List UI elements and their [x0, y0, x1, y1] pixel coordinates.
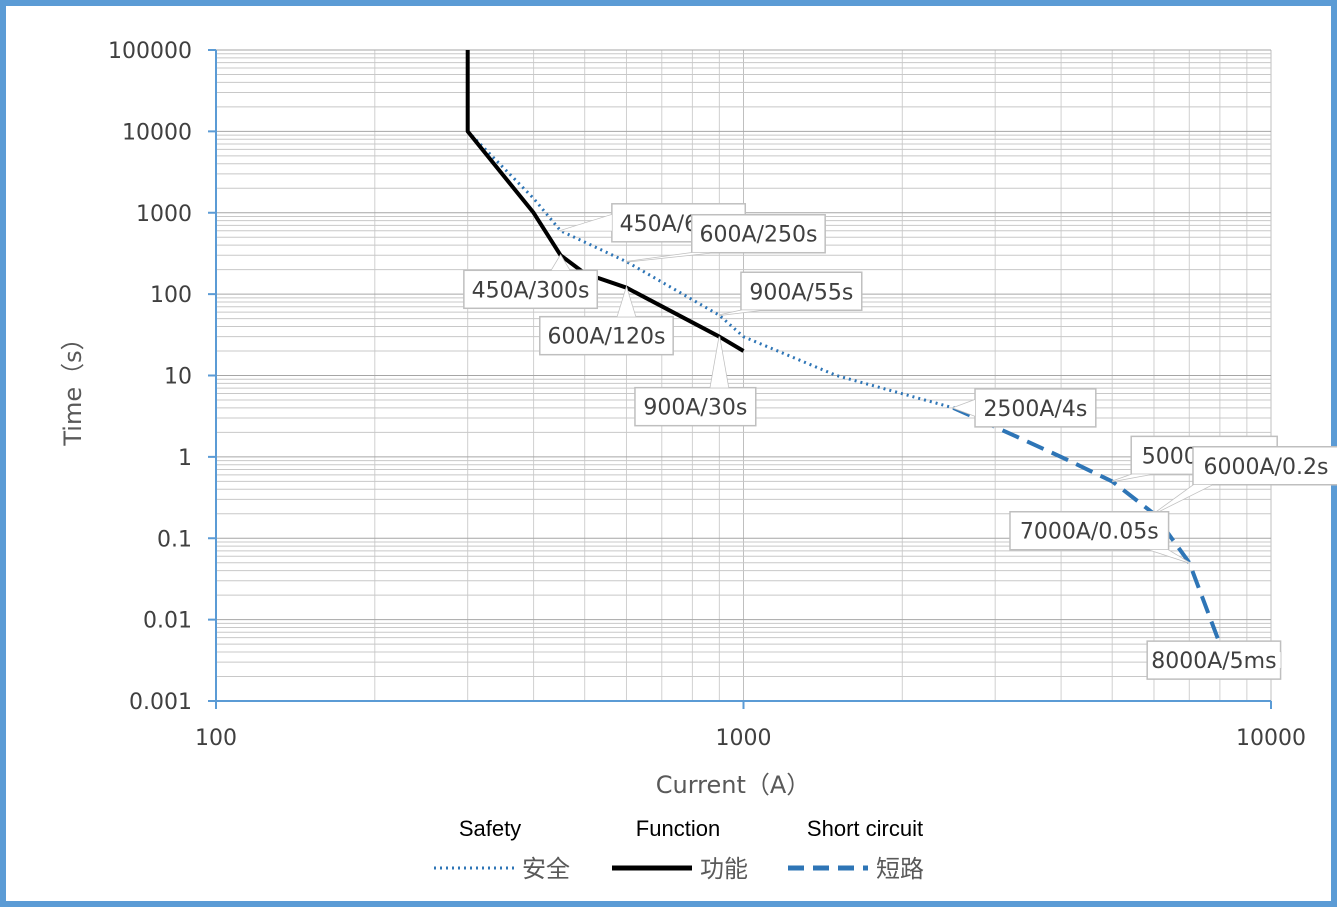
callout-pointer-joint: [953, 399, 976, 416]
callout-pointer-joint: [551, 255, 570, 271]
x-tick-label: 10000: [1236, 726, 1306, 751]
callout-box: [740, 271, 863, 312]
series-line: [465, 50, 745, 353]
y-axis-label: Time（s）: [59, 326, 87, 446]
callout-label: 900A/55s: [749, 280, 853, 305]
x-axis-label: Current（A）: [656, 771, 811, 799]
callouts: 450A/600s600A/250s900A/55s450A/300s600A/…: [463, 203, 1337, 680]
x-tick-label: 100: [195, 726, 237, 751]
callout: 8000A/5ms: [1146, 640, 1282, 680]
callout-label: 2500A/4s: [983, 397, 1087, 422]
callout-label: 450A/300s: [472, 278, 590, 303]
callout: 600A/250s: [626, 213, 826, 263]
callout-pointer-joint: [617, 287, 636, 317]
callout: 600A/120s: [539, 285, 674, 356]
callout-pointer-joint: [1219, 644, 1281, 669]
callout-box: [1192, 446, 1337, 486]
callout-pointer-joint: [1149, 549, 1190, 563]
y-tick-label: 10000: [122, 120, 192, 145]
callout-label: 900A/30s: [643, 396, 747, 421]
y-tick-label: 10: [164, 365, 192, 390]
callout-box: [463, 269, 599, 310]
callout-box: [1146, 640, 1282, 680]
y-tick-label: 0.01: [143, 609, 192, 634]
legend: Safety Function Short circuit 安全 功能 短路: [434, 816, 924, 883]
legend-top-label: Function: [636, 816, 720, 841]
callout: 7000A/0.05s: [1009, 510, 1190, 564]
callout: 6000A/0.2s: [1153, 446, 1337, 515]
legend-series-label: 功能: [700, 855, 748, 883]
callout-box: [1009, 510, 1170, 551]
callout: 450A/300s: [463, 253, 599, 310]
legend-top-label: Safety: [459, 816, 521, 841]
y-tick-label: 100: [150, 283, 192, 308]
callout: 900A/30s: [634, 336, 757, 427]
series-line: [952, 406, 1222, 645]
callout-pointer-joint: [1153, 484, 1212, 514]
callout-label: 600A/120s: [548, 325, 666, 350]
callout-label: 8000A/5ms: [1151, 649, 1276, 674]
y-tick-label: 100000: [108, 39, 192, 64]
y-tick-label: 1000: [136, 202, 192, 227]
grid: [215, 49, 1272, 702]
callout-label: 7000A/0.05s: [1020, 520, 1159, 545]
callout: 900A/55s: [719, 271, 863, 316]
callout-box: [634, 386, 757, 427]
series-line: [466, 130, 954, 410]
callout-pointer-joint: [626, 252, 711, 262]
callout-box: [539, 315, 674, 356]
legend-series-label: 安全: [522, 855, 570, 883]
callout-pointer-joint: [1112, 474, 1151, 482]
callout-pointer-joint: [719, 310, 760, 316]
y-tick-label: 0.1: [157, 527, 192, 552]
y-tick-label: 0.001: [129, 690, 192, 715]
legend-top-label: Short circuit: [807, 816, 923, 841]
x-tick-label: 1000: [716, 726, 772, 751]
series-lines: [465, 50, 1222, 645]
y-tick-label: 1: [178, 446, 192, 471]
callout-pointer-joint: [560, 214, 612, 231]
callout-label: 600A/250s: [700, 223, 818, 248]
callout-label: 6000A/0.2s: [1204, 455, 1329, 480]
callout-box: [974, 388, 1097, 428]
callout-pointer-joint: [710, 336, 729, 388]
callout-box: [691, 213, 826, 254]
callout: 2500A/4s: [951, 388, 1097, 428]
legend-series-label: 短路: [876, 855, 924, 883]
